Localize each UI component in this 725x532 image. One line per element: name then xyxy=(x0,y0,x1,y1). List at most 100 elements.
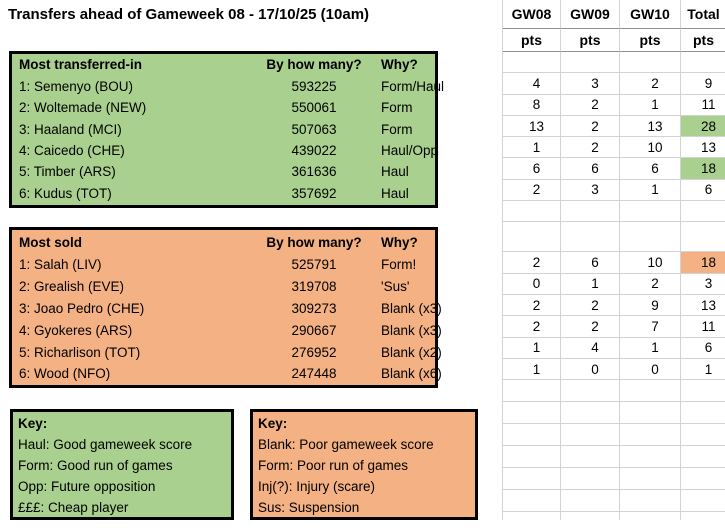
table-row: 4: Caicedo (CHE) 439022 Haul/Opp xyxy=(12,140,439,161)
blank-cell xyxy=(561,380,620,403)
blank-row xyxy=(503,446,725,469)
player-cell: 4: Caicedo (CHE) xyxy=(19,142,125,158)
points-grid: GW08 GW09 GW10 Total pts pts pts pts 4 3… xyxy=(502,0,725,520)
blank-cell xyxy=(681,380,725,403)
points-cell: 8 xyxy=(503,94,561,116)
points-cell: 6 xyxy=(620,158,681,180)
points-cell: 1 xyxy=(620,94,681,116)
points-cell: 6 xyxy=(681,338,725,359)
points-cell: 2 xyxy=(620,273,681,295)
key-good-box: Key: Haul: Good gameweek score Form: Goo… xyxy=(10,409,234,520)
table-row: 4: Gyokeres (ARS) 290667 Blank (x3) xyxy=(12,319,442,341)
points-cell: 10 xyxy=(620,252,681,274)
points-row: 2 2 9 13 xyxy=(503,294,725,317)
key-title: Key: xyxy=(18,416,48,431)
points-cell: 3 xyxy=(681,274,725,295)
points-cell: 6 xyxy=(681,180,725,202)
blank-cell xyxy=(620,446,681,469)
points-cell-highlight-green: 28 xyxy=(681,115,725,138)
blank-row xyxy=(503,424,725,447)
player-cell: 6: Kudus (TOT) xyxy=(19,185,112,201)
player-cell: 1: Salah (LIV) xyxy=(19,257,102,273)
count-cell: 357692 xyxy=(291,185,337,201)
blank-cell xyxy=(561,402,620,425)
points-cell: 2 xyxy=(561,137,620,159)
points-cell: 9 xyxy=(620,294,681,317)
count-cell: 290667 xyxy=(291,322,337,338)
col-header-gw10: GW10 xyxy=(620,0,681,29)
blank-cell xyxy=(681,201,725,223)
points-cell: 3 xyxy=(561,73,620,95)
blank-row xyxy=(503,468,725,491)
key-line: Blank: Poor gameweek score xyxy=(258,437,434,452)
transfers-out-title: Most sold xyxy=(19,234,82,250)
points-cell: 1 xyxy=(503,337,561,359)
why-cell: Blank (x3) xyxy=(381,300,442,316)
why-cell: Haul/Opp xyxy=(381,142,439,158)
points-cell: 1 xyxy=(620,179,681,202)
blank-row xyxy=(503,52,725,74)
points-row: 4 3 2 9 xyxy=(503,73,725,95)
count-cell: 525791 xyxy=(291,257,337,273)
blank-cell xyxy=(561,490,620,513)
count-cell: 507063 xyxy=(291,121,337,137)
blank-row xyxy=(503,402,725,425)
blank-cell xyxy=(503,512,561,520)
points-cell: 1 xyxy=(561,273,620,295)
blank-row xyxy=(503,380,725,403)
blank-cell xyxy=(620,468,681,491)
why-column-header: Why? xyxy=(381,234,418,250)
pts-label: pts xyxy=(681,29,725,52)
count-cell: 439022 xyxy=(291,142,337,158)
blank-cell xyxy=(681,52,725,74)
why-cell: Blank (x3) xyxy=(381,322,442,338)
key-title: Key: xyxy=(258,416,288,431)
blank-cell xyxy=(681,468,725,491)
why-cell: Haul xyxy=(381,185,409,201)
player-cell: 2: Woltemade (NEW) xyxy=(19,100,147,116)
table-row: 6: Wood (NFO) 247448 Blank (x6) xyxy=(12,363,442,385)
key-line: £££: Cheap player xyxy=(18,500,129,515)
points-row: 2 2 7 11 xyxy=(503,316,725,338)
player-cell: 6: Wood (NFO) xyxy=(19,366,111,382)
blank-cell xyxy=(620,512,681,520)
points-cell-highlight-green: 18 xyxy=(681,158,725,180)
pts-label: pts xyxy=(503,29,561,52)
why-column-header: Why? xyxy=(381,57,418,73)
points-cell: 0 xyxy=(503,273,561,295)
blank-cell xyxy=(681,222,725,253)
points-row: 6 6 6 18 xyxy=(503,158,725,180)
blank-cell xyxy=(681,424,725,447)
points-row: 2 6 10 18 xyxy=(503,252,725,274)
why-cell: 'Sus' xyxy=(381,279,410,295)
table-row: 2: Grealish (EVE) 319708 'Sus' xyxy=(12,276,435,298)
col-header-total: Total xyxy=(681,0,725,29)
key-line: Haul: Good gameweek score xyxy=(18,437,193,452)
points-cell: 2 xyxy=(561,316,620,338)
player-cell: 5: Timber (ARS) xyxy=(19,164,116,180)
player-cell: 4: Gyokeres (ARS) xyxy=(19,322,133,338)
count-cell: 361636 xyxy=(291,164,337,180)
blank-cell xyxy=(561,512,620,520)
blank-row xyxy=(503,490,725,513)
blank-cell xyxy=(561,468,620,491)
points-row: 13 2 13 28 xyxy=(503,115,725,138)
points-cell: 1 xyxy=(681,359,725,381)
key-line: Opp: Future opposition xyxy=(18,479,156,494)
points-cell: 6 xyxy=(503,158,561,180)
why-cell: Haul xyxy=(381,164,409,180)
table-row: 1: Semenyo (BOU) 593225 Form/Haul xyxy=(12,75,444,96)
points-cell: 2 xyxy=(561,294,620,317)
col-header-gw09: GW09 xyxy=(561,0,620,29)
blank-row xyxy=(503,222,725,253)
player-cell: 5: Richarlison (TOT) xyxy=(19,344,141,360)
player-cell: 1: Semenyo (BOU) xyxy=(19,78,134,94)
blank-row xyxy=(503,201,725,223)
points-cell: 2 xyxy=(561,94,620,116)
points-cell: 13 xyxy=(681,137,725,159)
points-cell: 7 xyxy=(620,316,681,338)
table-row: 5: Timber (ARS) 361636 Haul xyxy=(12,161,435,182)
col-header-gw08: GW08 xyxy=(503,0,561,29)
count-column-header: By how many? xyxy=(266,234,362,250)
transfers-in-header-row: Most transferred-in By how many? Why? xyxy=(12,54,435,75)
